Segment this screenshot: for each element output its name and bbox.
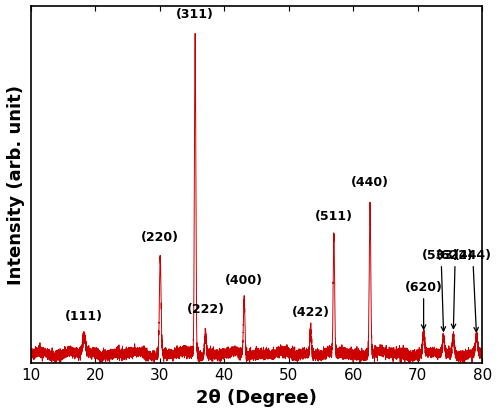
X-axis label: 2θ (Degree): 2θ (Degree) [196, 388, 317, 406]
Text: (220): (220) [141, 231, 179, 244]
Text: (440): (440) [351, 176, 389, 188]
Y-axis label: Intensity (arb. unit): Intensity (arb. unit) [7, 85, 25, 285]
Text: (511): (511) [315, 209, 353, 222]
Text: (311): (311) [176, 8, 214, 21]
Text: (533): (533) [422, 249, 460, 331]
Text: (620): (620) [404, 280, 442, 330]
Text: (444): (444) [454, 249, 492, 332]
Text: (400): (400) [225, 273, 263, 286]
Text: (222): (222) [187, 302, 225, 315]
Text: (622): (622) [436, 249, 474, 329]
Text: (111): (111) [65, 309, 103, 322]
Text: (422): (422) [292, 305, 330, 318]
